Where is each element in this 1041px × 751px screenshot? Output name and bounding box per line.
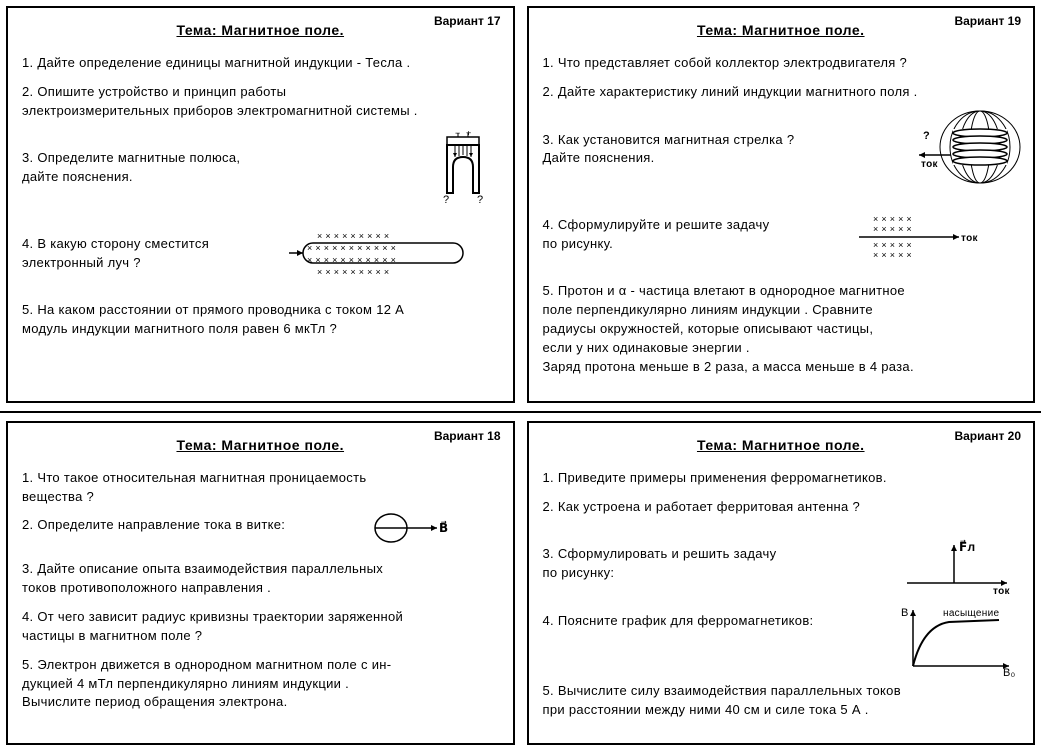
horizontal-divider xyxy=(0,411,1041,413)
svg-text:B⃗: B⃗ xyxy=(439,521,448,535)
question-2: 2. Как устроена и работает ферритовая ан… xyxy=(543,498,1020,517)
svg-text:× × × × ×: × × × × × xyxy=(873,214,912,224)
card-title: Тема: Магнитное поле. xyxy=(543,22,1020,38)
svg-text:× × × × ×: × × × × × xyxy=(873,250,912,260)
card-variant-20: Вариант 20 Тема: Магнитное поле. 1. Прив… xyxy=(527,421,1036,746)
question-5: 5. Вычислите силу взаимодействия паралле… xyxy=(543,682,1020,720)
question-3: 3. Сформулировать и решить задачу по рис… xyxy=(543,526,1020,601)
question-5: 5. Протон и α - частица влетают в одноро… xyxy=(543,282,1020,376)
svg-text:F⃗л: F⃗л xyxy=(959,540,975,554)
question-3: 3. Как установится магнитная стрелка ? Д… xyxy=(543,112,1020,187)
question-2: 2. Определите направление тока в витке: … xyxy=(22,516,499,550)
svg-text:× × × × × × × × ×: × × × × × × × × × xyxy=(317,231,389,241)
question-4: 4. От чего зависит радиус кривизны траек… xyxy=(22,608,499,646)
svg-text:+: + xyxy=(466,131,472,138)
svg-text:× × × × × × × × × ×: × × × × × × × × × × × xyxy=(307,243,396,253)
svg-text:B: B xyxy=(901,607,909,619)
svg-text:?: ? xyxy=(477,194,483,206)
variant-label: Вариант 20 xyxy=(954,429,1021,443)
question-1: 1. Дайте определение единицы магнитной и… xyxy=(22,54,499,73)
card-title: Тема: Магнитное поле. xyxy=(22,22,499,38)
svg-text:× × × × ×: × × × × × xyxy=(873,240,912,250)
card-title: Тема: Магнитное поле. xyxy=(22,437,499,453)
svg-text:?: ? xyxy=(443,194,449,206)
card-variant-17: Вариант 17 Тема: Магнитное поле. 1. Дайт… xyxy=(6,6,515,403)
svg-text:насыщение: насыщение xyxy=(943,608,999,619)
card-variant-19: Вариант 19 Тема: Магнитное поле. 1. Что … xyxy=(527,6,1036,403)
svg-text:B₀: B₀ xyxy=(1003,667,1016,678)
saturation-graph: B B₀ насыщение xyxy=(899,604,1019,678)
question-4: 4. Поясните график для ферромагнетиков: … xyxy=(543,612,1020,672)
question-1: 1. Что представляет собой коллектор элек… xyxy=(543,54,1020,73)
question-3: 3. Дайте описание опыта взаимодействия п… xyxy=(22,560,499,598)
question-5: 5. Электрон движется в однородном магнит… xyxy=(22,656,499,713)
question-5: 5. На каком расстоянии от прямого провод… xyxy=(22,301,499,339)
svg-text:× × × × ×: × × × × × xyxy=(873,224,912,234)
svg-text:?: ? xyxy=(923,130,930,142)
question-1: 1. Приведите примеры применения ферромаг… xyxy=(543,469,1020,488)
svg-text:−: − xyxy=(455,131,461,138)
card-variant-18: Вариант 18 Тема: Магнитное поле. 1. Что … xyxy=(6,421,515,746)
svg-text:× × × × × × × × ×: × × × × × × × × × xyxy=(317,267,389,277)
wire-crosses-figure: × × × × × × × × × × × × × × × × × × × × … xyxy=(859,193,989,281)
card-title: Тема: Магнитное поле. xyxy=(543,437,1020,453)
loop-figure: B⃗ xyxy=(369,508,449,548)
question-3: 3. Определите магнитные полюса, дайте по… xyxy=(22,131,499,206)
variant-label: Вариант 17 xyxy=(434,14,501,28)
question-4: 4. Сформулируйте и решите задачу по рису… xyxy=(543,197,1020,272)
variant-label: Вариант 18 xyxy=(434,429,501,443)
question-1: 1. Что такое относительная магнитная про… xyxy=(22,469,499,507)
question-4: 4. В какую сторону сместится электронный… xyxy=(22,216,499,291)
svg-text:ток: ток xyxy=(961,233,978,244)
svg-text:ток: ток xyxy=(993,586,1010,595)
force-figure: F⃗л ток xyxy=(899,520,1019,614)
variant-label: Вариант 19 xyxy=(954,14,1021,28)
electron-beam-figure: × × × × × × × × × × × × × × × × × × × × … xyxy=(289,210,479,300)
svg-text:ток: ток xyxy=(921,159,938,170)
solenoid-figure: ток ? xyxy=(915,88,1025,210)
